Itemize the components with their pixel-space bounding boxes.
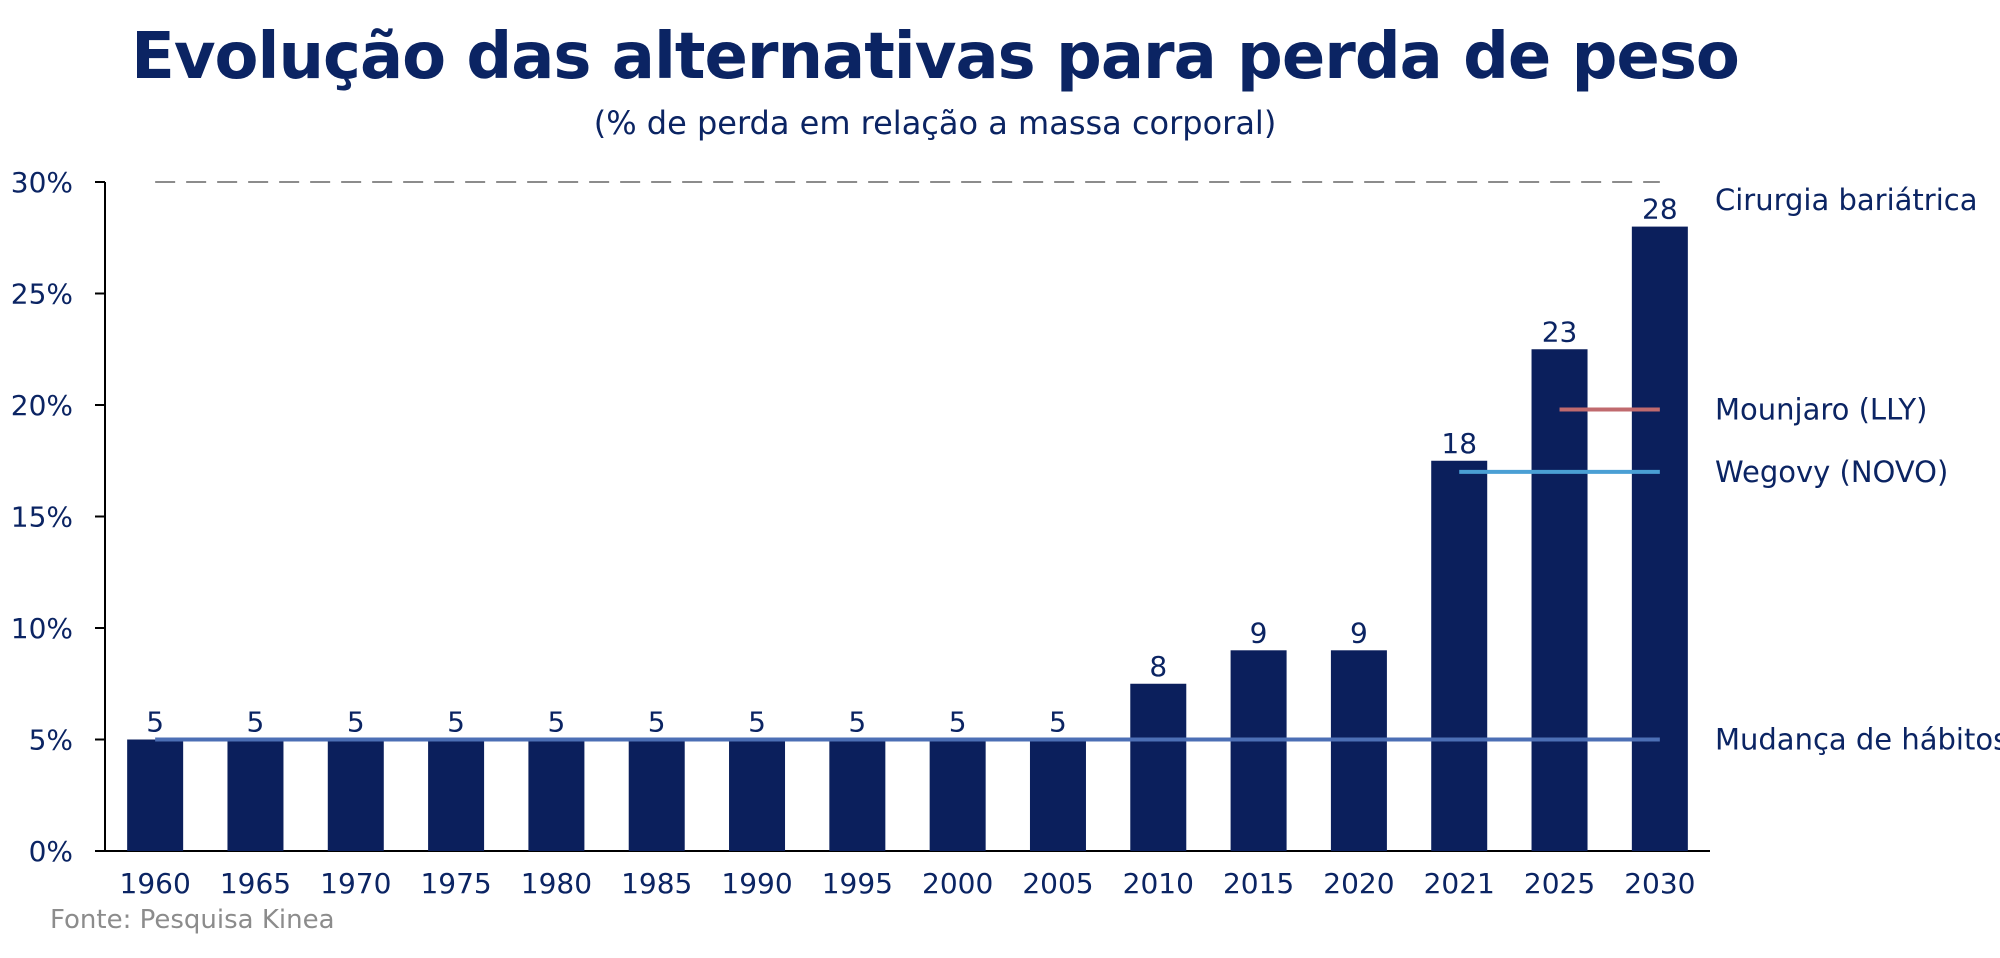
x-tick-label: 2021 (1424, 867, 1495, 900)
x-tick-label: 2000 (922, 867, 993, 900)
data-label: 5 (447, 706, 465, 739)
bar-1995 (829, 739, 886, 851)
data-label: 9 (1250, 616, 1268, 649)
source-note: Fonte: Pesquisa Kinea (50, 905, 335, 935)
bar-2000 (929, 739, 986, 851)
reference-line-label: Mounjaro (LLY) (1715, 392, 1927, 426)
x-tick-label: 2025 (1524, 867, 1595, 900)
x-tick-label: 2010 (1123, 867, 1194, 900)
data-label: 8 (1149, 650, 1167, 683)
data-label: 5 (146, 706, 164, 739)
bar-1990 (729, 739, 786, 851)
data-labels: 5 5 5 5 5 5 5 5 5 5 8 9 9 18 23 28 (146, 193, 1677, 739)
bar-2015 (1230, 650, 1287, 851)
data-label: 5 (748, 706, 766, 739)
y-tick-label: 30% (11, 166, 73, 199)
x-tick-label: 2005 (1022, 867, 1093, 900)
y-tick-label: 25% (11, 278, 73, 311)
bar-1985 (628, 739, 685, 851)
bar-1980 (528, 739, 585, 851)
data-label: 5 (1049, 706, 1067, 739)
bar-2010 (1130, 683, 1187, 851)
reference-line-label: Cirurgia bariátrica (1715, 183, 1977, 217)
data-label: 5 (648, 706, 666, 739)
y-axis: 0% 5% 10% 15% 20% 25% 30% (11, 166, 106, 868)
bar-1960 (127, 739, 184, 851)
x-tick-label: 1975 (420, 867, 491, 900)
x-tick-label: 1990 (721, 867, 792, 900)
data-label: 5 (949, 706, 967, 739)
x-tick-label: 1985 (621, 867, 692, 900)
y-tick-label: 10% (11, 612, 73, 645)
reference-line-label: Mudança de hábitos (1715, 723, 2000, 757)
x-tick-label: 1970 (320, 867, 391, 900)
x-tick-label: 1995 (822, 867, 893, 900)
x-tick-label: 1960 (120, 867, 191, 900)
data-label: 5 (547, 706, 565, 739)
bar-2025 (1531, 349, 1588, 851)
bar-1970 (327, 739, 384, 851)
x-tick-label: 2020 (1323, 867, 1394, 900)
x-axis: 1960 1965 1970 1975 1980 1985 1990 1995 2000 2005… (105, 850, 1710, 900)
chart-subtitle: (% de perda em relação a massa corporal) (593, 104, 1277, 142)
data-label: 23 (1542, 315, 1578, 348)
data-label: 5 (347, 706, 365, 739)
bar-2005 (1029, 739, 1086, 851)
bar-2021 (1431, 460, 1488, 851)
bar-2020 (1330, 650, 1387, 851)
bar-1975 (428, 739, 485, 851)
data-label: 5 (247, 706, 265, 739)
reference-line-label: Wegovy (NOVO) (1715, 455, 1948, 489)
x-tick-label: 2015 (1223, 867, 1294, 900)
data-label: 5 (848, 706, 866, 739)
bars (127, 226, 1688, 852)
y-tick-label: 5% (29, 724, 73, 757)
data-label: 9 (1350, 616, 1368, 649)
y-tick-label: 20% (11, 389, 73, 422)
reference-lines: Cirurgia bariátrica Mounjaro (LLY) Wegovy … (155, 181, 2000, 757)
bar-2030 (1631, 226, 1688, 852)
data-label: 28 (1642, 193, 1678, 226)
y-tick-label: 0% (29, 835, 73, 868)
bar-1965 (227, 739, 284, 851)
x-tick-label: 1980 (521, 867, 592, 900)
x-tick-label: 2030 (1624, 867, 1695, 900)
data-label: 18 (1441, 427, 1477, 460)
y-tick-label: 15% (11, 501, 73, 534)
x-tick-label: 1965 (220, 867, 291, 900)
chart-title: Evolução das alternativas para perda de … (131, 20, 1740, 94)
